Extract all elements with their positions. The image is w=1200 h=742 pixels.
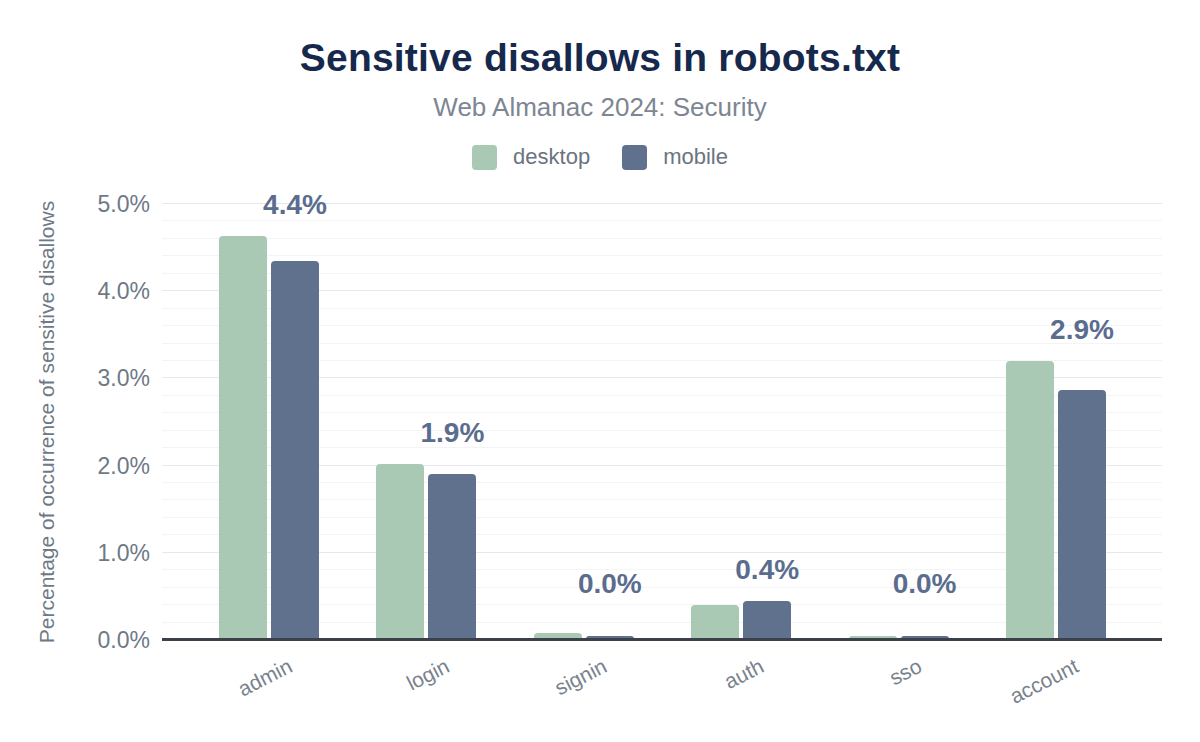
bar-mobile-account[interactable] xyxy=(1058,390,1106,639)
legend: desktop mobile xyxy=(0,142,1200,172)
bar-desktop-account[interactable] xyxy=(1006,361,1054,639)
legend-swatch-mobile xyxy=(622,145,647,170)
bar-mobile-admin[interactable] xyxy=(271,261,319,639)
y-tick-label: 3.0% xyxy=(98,365,150,392)
bar-mobile-login[interactable] xyxy=(428,474,476,639)
y-tick-label: 2.0% xyxy=(98,452,150,479)
y-tick-label: 5.0% xyxy=(98,191,150,218)
chart-subtitle: Web Almanac 2024: Security xyxy=(0,92,1200,123)
legend-item-desktop[interactable]: desktop xyxy=(472,144,590,170)
y-tick-label: 1.0% xyxy=(98,539,150,566)
chart: Sensitive disallows in robots.txt Web Al… xyxy=(0,0,1200,742)
value-label-admin: 4.4% xyxy=(263,189,327,221)
x-tick-label-auth: auth xyxy=(721,654,768,694)
legend-label-desktop: desktop xyxy=(513,144,590,170)
bar-desktop-login[interactable] xyxy=(376,464,424,639)
chart-title: Sensitive disallows in robots.txt xyxy=(0,36,1200,80)
y-axis-title: Percentage of occurrence of sensitive di… xyxy=(35,201,59,643)
x-tick-label-admin: admin xyxy=(234,654,296,701)
x-tick-label-sso: sso xyxy=(885,654,925,690)
plot-area: 4.4%1.9%0.0%0.4%0.0%2.9% xyxy=(162,204,1162,640)
value-label-signin: 0.0% xyxy=(578,568,642,600)
gridline-minor-4.6 xyxy=(162,238,1162,239)
legend-swatch-desktop xyxy=(472,145,497,170)
bar-desktop-admin[interactable] xyxy=(219,236,267,639)
value-label-auth: 0.4% xyxy=(735,554,799,586)
x-axis-line xyxy=(162,638,1162,641)
value-label-account: 2.9% xyxy=(1050,314,1114,346)
gridline-minor-4.4 xyxy=(162,255,1162,256)
y-tick-label: 0.0% xyxy=(98,627,150,654)
legend-item-mobile[interactable]: mobile xyxy=(622,144,728,170)
bar-mobile-auth[interactable] xyxy=(743,601,791,639)
bar-desktop-auth[interactable] xyxy=(691,605,739,639)
y-tick-label: 4.0% xyxy=(98,278,150,305)
x-tick-label-login: login xyxy=(403,654,453,696)
x-tick-label-account: account xyxy=(1006,654,1082,709)
value-label-login: 1.9% xyxy=(420,417,484,449)
value-label-sso: 0.0% xyxy=(893,568,957,600)
x-tick-label-signin: signin xyxy=(551,654,611,700)
legend-label-mobile: mobile xyxy=(663,144,728,170)
